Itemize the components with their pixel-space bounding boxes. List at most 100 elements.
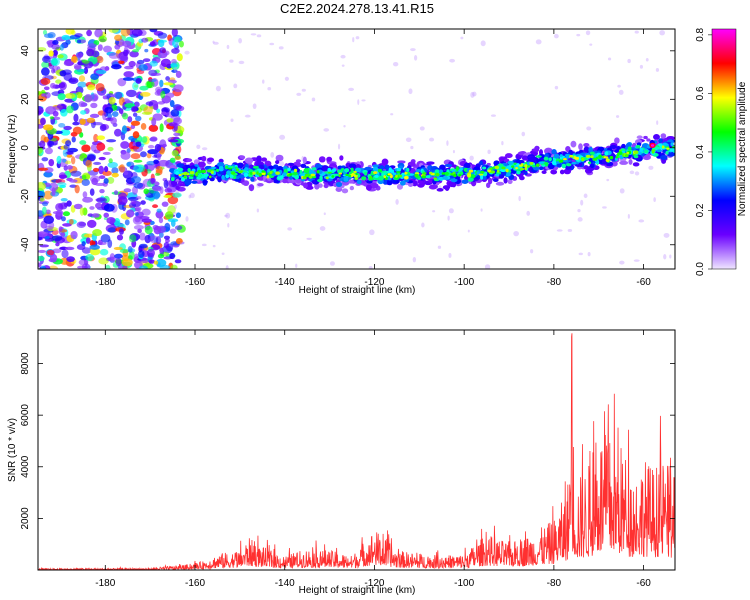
signal-blob [496, 169, 500, 173]
noise-blob [42, 201, 49, 207]
signal-blob [250, 176, 255, 182]
noise-blob [93, 161, 102, 166]
noise-blob [128, 234, 137, 243]
signal-blob [511, 165, 515, 168]
noise-blob [97, 242, 107, 246]
noise-blob [51, 187, 56, 196]
noise-blob [124, 219, 130, 226]
noise-blob [139, 85, 149, 91]
noise-blob [133, 159, 143, 163]
noise-blob [126, 209, 135, 218]
signal-blob [347, 180, 355, 184]
noise-blob [60, 129, 71, 136]
noise-blob [133, 164, 144, 173]
signal-blob [468, 169, 474, 173]
signal-blob [643, 135, 648, 140]
noise-blob [56, 103, 67, 110]
noise-blob [43, 215, 55, 224]
noise-blob [159, 247, 164, 253]
noise-blob [163, 241, 170, 249]
noise-blob [123, 171, 129, 176]
noise-blob [159, 47, 167, 54]
noise-speck [634, 30, 639, 34]
noise-blob [153, 260, 159, 265]
signal-blob [275, 154, 284, 162]
signal-blob [203, 173, 209, 177]
noise-blob [94, 29, 103, 38]
signal-blob [344, 168, 350, 173]
signal-blob [459, 167, 463, 171]
signal-blob [569, 154, 574, 158]
noise-blob [95, 55, 104, 64]
signal-blob [248, 184, 255, 192]
noise-blob [149, 136, 158, 142]
signal-blob [550, 169, 558, 175]
noise-blob [141, 218, 152, 223]
signal-blob [326, 156, 333, 162]
noise-blob [121, 258, 133, 267]
signal-blob [316, 170, 320, 174]
noise-speck [212, 40, 215, 44]
noise-speck [663, 254, 667, 260]
signal-blob [571, 161, 577, 165]
noise-blob [81, 241, 86, 247]
noise-blob [70, 230, 78, 240]
noise-blob [43, 171, 53, 178]
noise-blob [103, 203, 115, 212]
noise-blob [95, 69, 107, 75]
noise-speck [306, 237, 312, 240]
signal-blob [350, 167, 354, 172]
signal-blob [653, 133, 660, 141]
noise-blob [135, 196, 142, 200]
noise-blob [103, 212, 110, 218]
noise-blob [111, 64, 122, 70]
noise-blob [111, 167, 119, 174]
noise-blob [41, 67, 50, 76]
noise-blob [133, 101, 140, 108]
signal-blob [559, 154, 563, 158]
noise-blob [176, 53, 183, 62]
signal-blob [442, 176, 448, 180]
signal-blob [210, 170, 214, 174]
signal-blob [197, 174, 202, 178]
noise-blob [147, 149, 159, 155]
signal-blob [366, 179, 373, 184]
signal-blob [461, 179, 469, 184]
noise-speck [448, 253, 452, 258]
signal-blob [348, 174, 352, 178]
noise-blob [144, 234, 151, 244]
signal-blob [458, 173, 462, 177]
noise-blob [142, 58, 151, 63]
signal-blob [275, 171, 280, 175]
noise-speck [521, 131, 526, 137]
noise-blob [161, 111, 167, 116]
signal-blob [202, 180, 208, 184]
colorbar-tick-label: 0.8 [695, 27, 706, 41]
signal-blob [416, 169, 421, 173]
signal-blob [377, 168, 383, 173]
signal-blob [309, 175, 313, 179]
x-tick-label: -180 [95, 277, 115, 288]
noise-speck [513, 230, 519, 237]
signal-blob [386, 179, 393, 186]
noise-speck [244, 114, 251, 118]
signal-blob [243, 172, 249, 178]
noise-blob [41, 61, 50, 69]
signal-blob [266, 174, 270, 179]
noise-blob [38, 191, 46, 198]
signal-blob [175, 171, 179, 175]
signal-blob [636, 135, 643, 140]
noise-blob [143, 188, 149, 195]
noise-blob [132, 131, 140, 139]
signal-blob [621, 143, 626, 149]
signal-blob [310, 173, 316, 177]
noise-speck [311, 97, 316, 102]
signal-blob [469, 174, 476, 179]
y-tick-label: 2000 [20, 507, 31, 530]
noise-blob [171, 69, 178, 73]
noise-speck [419, 126, 425, 131]
spectrogram-x-axis: -180 -160 -140 -120 -100 -80 -60 [95, 29, 651, 288]
noise-blob [42, 124, 54, 131]
noise-speck [638, 219, 645, 223]
noise-blob [135, 115, 142, 122]
